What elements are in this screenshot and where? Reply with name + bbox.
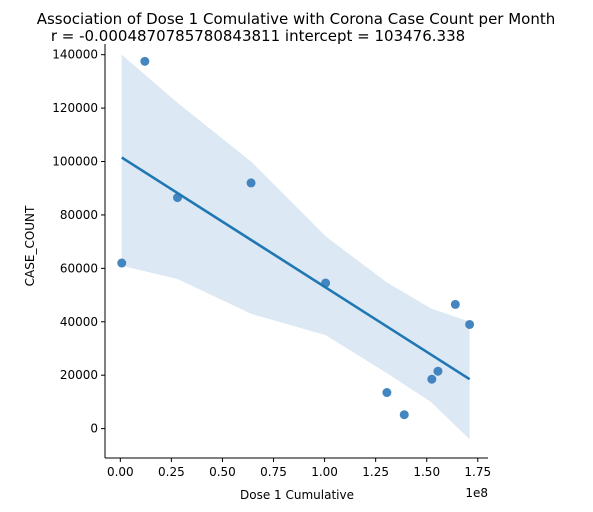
x-axis-label: Dose 1 Cumulative [240,488,354,502]
data-point [427,374,437,384]
x-tick-label: 0.00 [107,465,134,479]
chart-title: Association of Dose 1 Comulative with Co… [37,10,556,28]
data-point [399,410,409,420]
data-point [117,258,127,268]
y-tick-label: 80000 [60,208,98,222]
y-tick-label: 140000 [52,48,98,62]
data-point [450,299,460,309]
data-point [246,178,256,188]
x-tick-label: 1.75 [464,465,491,479]
y-tick-label: 60000 [60,261,98,275]
x-tick-label: 1.00 [311,465,338,479]
scatter-points [117,56,475,420]
axes: 0.00 0.25 0.50 0.75 1.00 1.25 1.50 1.75 0 20000 4… [52,44,491,479]
chart-subtitle: r = -0.0004870785780843811 intercept = 1… [51,27,465,45]
data-point [140,56,150,66]
x-offset-text: 1e8 [465,486,488,500]
data-point [433,366,443,376]
x-tick-label: 0.25 [158,465,185,479]
y-tick-label: 120000 [52,101,98,115]
y-tick-label: 40000 [60,315,98,329]
x-ticks: 0.00 0.25 0.50 0.75 1.00 1.25 1.50 1.75 [107,458,491,479]
plot-area [117,54,475,440]
y-axis-label: CASE_COUNT [23,205,37,286]
x-tick-label: 1.50 [413,465,440,479]
data-point [382,388,392,398]
confidence-band [121,54,470,440]
regression-line [121,156,471,381]
x-tick-label: 0.75 [260,465,287,479]
x-tick-label: 1.25 [362,465,389,479]
y-tick-label: 100000 [52,155,98,169]
x-tick-label: 0.50 [209,465,236,479]
data-point [465,319,475,329]
y-tick-label: 0 [90,422,98,436]
y-tick-label: 20000 [60,368,98,382]
y-ticks: 0 20000 40000 60000 80000 100000 120000 140000 [52,48,105,436]
